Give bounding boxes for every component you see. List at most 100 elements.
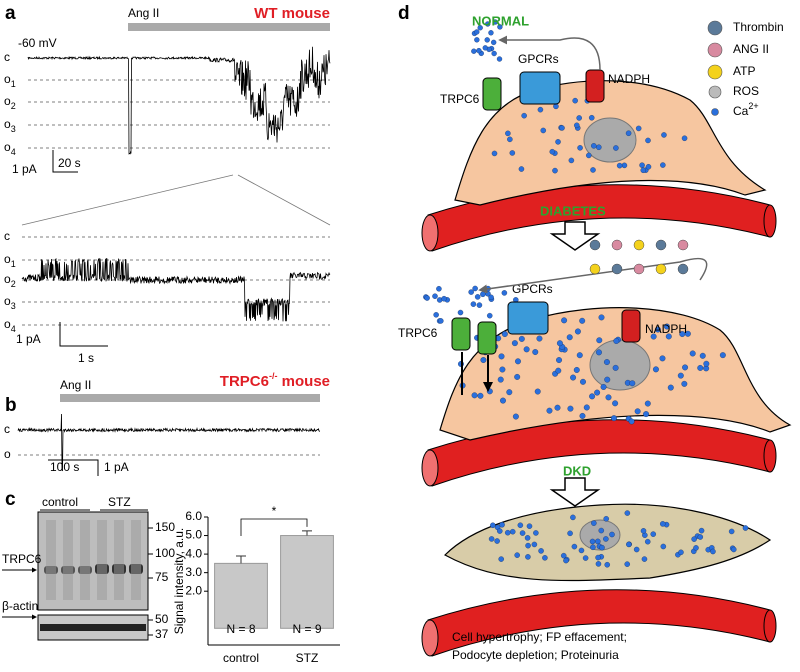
particle [504, 529, 511, 536]
text-part: o [4, 294, 11, 308]
particle [613, 145, 619, 151]
particle [491, 150, 498, 157]
particle [471, 392, 478, 399]
text-part: 1 [11, 79, 16, 89]
blot-smear [80, 520, 90, 600]
zoom-lines [21, 174, 331, 226]
legend-icon [711, 108, 719, 116]
particle [542, 555, 548, 561]
ligand [655, 263, 667, 275]
particle [603, 536, 609, 542]
particle [567, 530, 573, 537]
particle [560, 552, 567, 559]
particle [624, 510, 631, 516]
particle [596, 337, 603, 344]
particle [474, 29, 480, 35]
significance-bracket [240, 518, 308, 536]
particle [603, 516, 609, 522]
y-tick-label: 5.0 [185, 528, 202, 542]
scale-label: 1 pA [104, 460, 129, 474]
particle [659, 521, 666, 527]
particle [699, 352, 706, 359]
particle [590, 167, 596, 173]
text-part: c [4, 50, 10, 64]
current-trace [17, 413, 321, 472]
particle [624, 561, 630, 567]
vessel [427, 589, 771, 657]
particle [640, 167, 647, 173]
stimulus-bar [60, 394, 320, 402]
particle [571, 543, 578, 550]
particle [515, 358, 521, 365]
legend-icon [707, 64, 723, 80]
nadph-icon [585, 69, 605, 103]
ligand [677, 239, 689, 251]
nucleus [583, 117, 637, 163]
particle [621, 162, 628, 169]
text-part: 1 [11, 259, 16, 269]
particle [433, 312, 439, 318]
particle [598, 314, 605, 321]
trpc6-icon [482, 77, 502, 111]
text-part: o [4, 140, 11, 154]
text-part: TRPC6 [220, 373, 269, 390]
ligand [589, 263, 601, 275]
panel-label: a [5, 3, 16, 24]
particle [613, 338, 620, 344]
scale-label: 20 s [58, 156, 81, 170]
ligand [633, 239, 645, 251]
particle [678, 549, 684, 556]
particle [689, 350, 696, 357]
particle [438, 318, 444, 324]
particle [574, 122, 580, 129]
stimulus-label: Ang II [128, 6, 159, 20]
particle [498, 353, 505, 360]
bar-annotation: N = 8 [226, 622, 255, 636]
text-part: o [4, 252, 11, 266]
particle [436, 286, 442, 292]
particle [485, 21, 491, 27]
band-label: β-actin [2, 599, 38, 613]
particle [533, 530, 539, 536]
blot-smear [131, 520, 141, 600]
particle [579, 413, 586, 419]
particle [514, 373, 521, 380]
particle [596, 144, 602, 151]
marker-label: 50 [155, 612, 169, 626]
particle [536, 335, 543, 342]
trpc6-icon [477, 321, 497, 355]
particle [432, 293, 438, 299]
particle [609, 531, 615, 538]
particle [524, 535, 531, 541]
particle [604, 561, 610, 568]
particle [578, 547, 585, 554]
text-part: 3 [11, 301, 16, 311]
particle [555, 139, 561, 145]
particle [633, 546, 640, 553]
particle [628, 418, 635, 425]
particle [553, 103, 559, 110]
legend-icon [708, 85, 722, 99]
particle [611, 415, 617, 422]
particle [589, 538, 596, 545]
signal-arrow [478, 257, 708, 294]
text-part: o [4, 272, 11, 286]
particle [488, 294, 494, 301]
particle [497, 24, 503, 30]
text-part: 3 [11, 124, 16, 134]
text-part: 2 [11, 279, 16, 289]
particle [511, 340, 518, 347]
particle [568, 157, 575, 164]
particle [580, 378, 586, 385]
particle [566, 334, 573, 341]
legend-label: ANG II [733, 42, 769, 56]
particle [488, 30, 494, 36]
protein-label: GPCRs [512, 282, 553, 296]
particle [523, 346, 530, 353]
marker-label: 150 [155, 520, 175, 534]
nucleus [589, 339, 651, 391]
particle [684, 330, 691, 337]
particle [663, 323, 670, 330]
level-label: c [4, 50, 10, 64]
